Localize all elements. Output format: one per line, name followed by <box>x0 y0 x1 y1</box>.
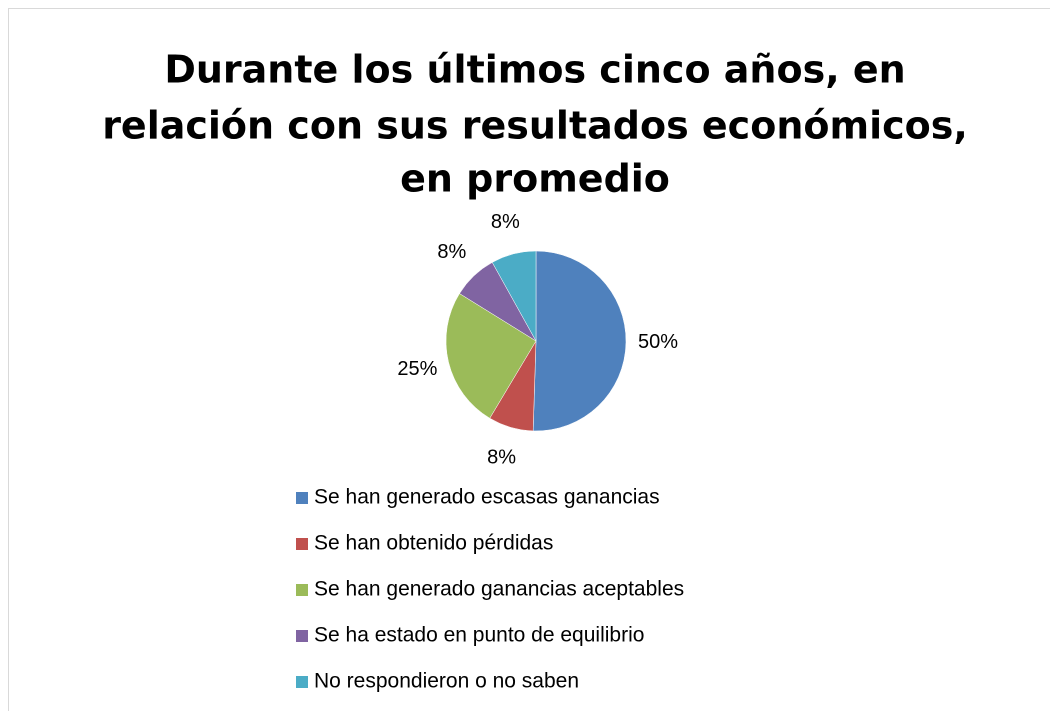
chart-title: relación con sus resultados económicos, <box>102 104 968 148</box>
data-label: 8% <box>491 211 520 233</box>
data-label: 25% <box>397 358 437 380</box>
legend-swatch <box>296 676 308 688</box>
chart-title: Durante los últimos cinco años, en <box>164 48 905 92</box>
pie-slice <box>532 250 627 432</box>
data-label: 8% <box>487 446 516 468</box>
legend-label: No respondieron o no saben <box>314 670 579 693</box>
chart-title: en promedio <box>400 157 670 201</box>
data-label: 50% <box>638 331 678 353</box>
legend-swatch <box>296 538 308 550</box>
legend-label: Se ha estado en punto de equilibrio <box>314 624 644 647</box>
data-label: 8% <box>437 241 466 263</box>
pie-slice <box>445 293 537 419</box>
legend-swatch <box>296 630 308 642</box>
legend-swatch <box>296 492 308 504</box>
legend-label: Se han generado ganancias aceptables <box>314 578 684 601</box>
pie-slice <box>491 250 537 342</box>
legend-label: Se han obtenido pérdidas <box>314 532 553 555</box>
legend-label: Se han generado escasas ganancias <box>314 486 660 509</box>
legend-swatch <box>296 584 308 596</box>
